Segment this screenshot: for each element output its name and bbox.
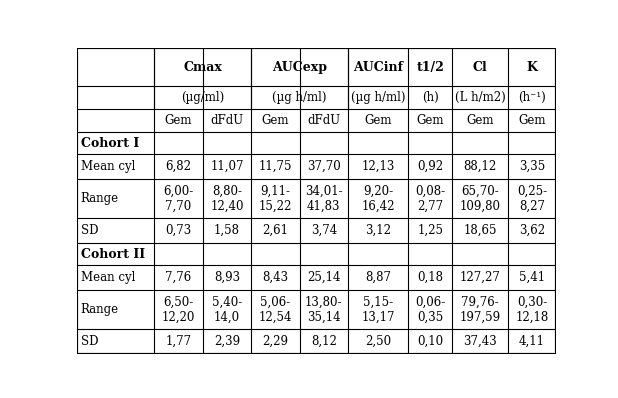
Text: 9,20-
16,42: 9,20- 16,42 (362, 184, 395, 213)
Text: 0,10: 0,10 (417, 335, 443, 348)
Text: 12,13: 12,13 (362, 160, 395, 173)
Text: Gem: Gem (364, 114, 392, 127)
Text: t1/2: t1/2 (417, 60, 444, 74)
Text: Gem: Gem (467, 114, 494, 127)
Text: 5,15-
13,17: 5,15- 13,17 (362, 295, 395, 324)
Text: Gem: Gem (165, 114, 192, 127)
Text: dFdU: dFdU (210, 114, 243, 127)
Text: 5,41: 5,41 (519, 271, 545, 284)
Text: 37,70: 37,70 (307, 160, 341, 173)
Text: 3,12: 3,12 (365, 224, 391, 237)
Text: 6,50-
12,20: 6,50- 12,20 (162, 295, 195, 324)
Text: 3,74: 3,74 (311, 224, 337, 237)
Text: (L h/m2): (L h/m2) (455, 92, 506, 104)
Text: 37,43: 37,43 (464, 335, 497, 348)
Text: 0,30-
12,18: 0,30- 12,18 (515, 295, 549, 324)
Text: 79,76-
197,59: 79,76- 197,59 (460, 295, 501, 324)
Text: 11,75: 11,75 (259, 160, 292, 173)
Text: Cohort II: Cohort II (80, 248, 145, 261)
Text: 1,25: 1,25 (417, 224, 443, 237)
Text: 8,87: 8,87 (365, 271, 391, 284)
Text: Mean cyl: Mean cyl (80, 271, 135, 284)
Text: 5,06-
12,54: 5,06- 12,54 (259, 295, 292, 324)
Text: 0,06-
0,35: 0,06- 0,35 (415, 295, 446, 324)
Text: 1,77: 1,77 (166, 335, 192, 348)
Text: 2,50: 2,50 (365, 335, 391, 348)
Text: 6,82: 6,82 (166, 160, 192, 173)
Text: 25,14: 25,14 (307, 271, 341, 284)
Text: 7,76: 7,76 (166, 271, 192, 284)
Text: 2,39: 2,39 (214, 335, 240, 348)
Text: 3,35: 3,35 (519, 160, 545, 173)
Text: 0,73: 0,73 (166, 224, 192, 237)
Text: dFdU: dFdU (307, 114, 341, 127)
Text: (h⁻¹): (h⁻¹) (518, 92, 546, 104)
Text: 4,11: 4,11 (519, 335, 545, 348)
Text: Cohort I: Cohort I (80, 137, 139, 150)
Text: 0,18: 0,18 (417, 271, 443, 284)
Text: 8,80-
12,40: 8,80- 12,40 (210, 184, 243, 213)
Text: 2,61: 2,61 (263, 224, 289, 237)
Text: 127,27: 127,27 (460, 271, 501, 284)
Text: Mean cyl: Mean cyl (80, 160, 135, 173)
Text: 0,08-
2,77: 0,08- 2,77 (415, 184, 445, 213)
Text: 18,65: 18,65 (464, 224, 497, 237)
Text: Gem: Gem (519, 114, 546, 127)
Text: 8,93: 8,93 (214, 271, 240, 284)
Text: Cl: Cl (473, 60, 488, 74)
Text: AUCexp: AUCexp (272, 60, 327, 74)
Text: 8,43: 8,43 (262, 271, 289, 284)
Text: (µg h/ml): (µg h/ml) (273, 92, 327, 104)
Text: SD: SD (80, 224, 98, 237)
Text: (µg/ml): (µg/ml) (181, 92, 224, 104)
Text: 1,58: 1,58 (214, 224, 240, 237)
Text: 3,62: 3,62 (519, 224, 545, 237)
Text: 0,25-
8,27: 0,25- 8,27 (517, 184, 547, 213)
Text: Gem: Gem (261, 114, 289, 127)
Text: 65,70-
109,80: 65,70- 109,80 (460, 184, 501, 213)
Text: K: K (527, 60, 538, 74)
Text: 34,01-
41,83: 34,01- 41,83 (305, 184, 342, 213)
Text: AUCinf: AUCinf (353, 60, 403, 74)
Text: (µg h/ml): (µg h/ml) (351, 92, 405, 104)
Text: (h): (h) (422, 92, 439, 104)
Text: 13,80-
35,14: 13,80- 35,14 (305, 295, 342, 324)
Text: SD: SD (80, 335, 98, 348)
Text: Range: Range (80, 192, 119, 205)
Text: 8,12: 8,12 (311, 335, 337, 348)
Text: 5,40-
14,0: 5,40- 14,0 (212, 295, 242, 324)
Text: 9,11-
15,22: 9,11- 15,22 (259, 184, 292, 213)
Text: Gem: Gem (417, 114, 444, 127)
Text: Range: Range (80, 303, 119, 316)
Text: 0,92: 0,92 (417, 160, 443, 173)
Text: Cmax: Cmax (184, 60, 222, 74)
Text: 6,00-
7,70: 6,00- 7,70 (163, 184, 193, 213)
Text: 2,29: 2,29 (263, 335, 289, 348)
Text: 88,12: 88,12 (464, 160, 497, 173)
Text: 11,07: 11,07 (210, 160, 243, 173)
